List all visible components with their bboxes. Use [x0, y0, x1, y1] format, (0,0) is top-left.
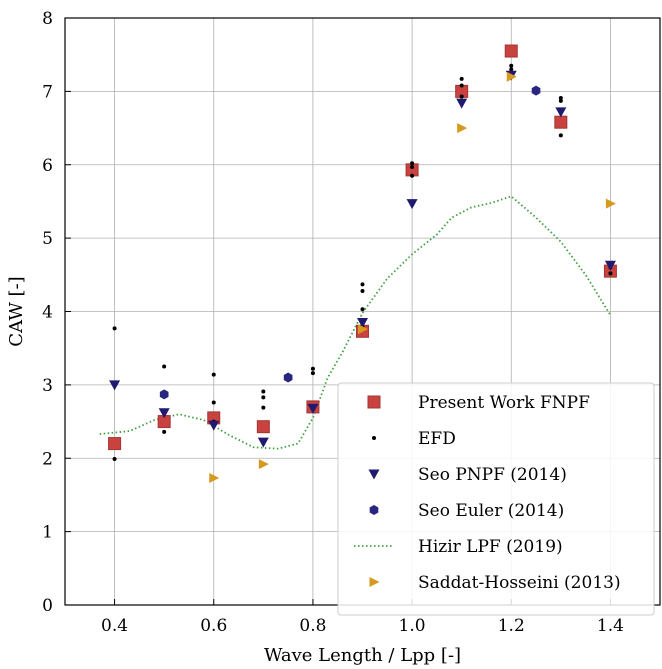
- series-2-point: [555, 107, 567, 118]
- legend: Present Work FNPF EFD Seo PNPF (2014) Seo E…: [337, 382, 655, 616]
- series-3-point: [283, 372, 293, 383]
- series-0-point: [108, 437, 122, 451]
- series-5-point: [605, 198, 616, 209]
- series-1-point: [211, 400, 216, 405]
- series-0-point: [504, 44, 518, 58]
- series-1-point: [261, 405, 266, 410]
- series-2-point: [604, 260, 616, 271]
- y-axis-label: CAW [-]: [6, 276, 27, 346]
- series-2-point: [406, 199, 418, 210]
- series-1-point: [558, 133, 563, 138]
- series-1-point: [360, 288, 365, 293]
- grid: [65, 18, 660, 605]
- series-1-point: [608, 271, 613, 276]
- legend-label-2: Seo PNPF (2014): [418, 465, 567, 485]
- legend-marker-5: [369, 577, 380, 587]
- series-2-point: [109, 380, 121, 391]
- x-axis-label: Wave Length / Lpp [-]: [264, 645, 461, 666]
- series-2-point: [456, 98, 468, 109]
- y-tick-label: 7: [42, 82, 53, 102]
- hizir-series-line: [99, 195, 612, 450]
- series-1-point: [410, 164, 415, 169]
- y-tick-label: 0: [42, 596, 53, 616]
- series-1-point: [261, 395, 266, 400]
- series-2-point: [357, 318, 368, 329]
- series-1-point: [360, 282, 365, 287]
- series-markers: [108, 44, 617, 484]
- series-1-point: [360, 307, 365, 312]
- series-0-point: [554, 115, 568, 129]
- y-tick-label: 2: [42, 449, 53, 469]
- x-tick-label: 0.8: [299, 616, 326, 636]
- series-5-point: [358, 324, 368, 335]
- series-1-point: [558, 98, 563, 103]
- series-2-point: [158, 408, 170, 419]
- series-1-point: [310, 366, 315, 371]
- y-tick-label: 4: [42, 303, 53, 323]
- y-tick-label: 6: [42, 156, 53, 176]
- series-line-4: [99, 195, 612, 450]
- series-1-point: [162, 429, 167, 434]
- series-5-point: [209, 473, 220, 484]
- legend-label-1: EFD: [418, 429, 456, 449]
- series-1-point: [509, 63, 514, 68]
- series-5-point: [457, 123, 468, 134]
- series-1-point: [459, 83, 464, 88]
- legend-box: [337, 382, 655, 616]
- series-1-point: [112, 456, 117, 461]
- y-tick-label: 3: [42, 376, 53, 396]
- series-2-point: [257, 437, 269, 448]
- legend-marker-3: [369, 505, 379, 515]
- x-tick-label: 0.4: [101, 616, 128, 636]
- series-5-point: [506, 71, 517, 82]
- series-1-point: [459, 76, 464, 81]
- series-2-point: [307, 403, 319, 414]
- x-tick-label: 1.2: [498, 616, 525, 636]
- series-1-point: [558, 95, 563, 100]
- legend-marker-1: [372, 436, 376, 440]
- y-tick-label: 5: [42, 229, 53, 249]
- legend-label-3: Seo Euler (2014): [418, 501, 564, 521]
- legend-marker-2: [368, 469, 380, 480]
- series-1-point: [261, 389, 266, 394]
- series-3-point: [531, 85, 541, 96]
- y-tick-label: 1: [42, 523, 53, 543]
- series-1-point: [459, 94, 464, 99]
- x-tick-label: 1.4: [597, 616, 624, 636]
- series-2-point: [208, 420, 220, 431]
- series-3-point: [159, 389, 169, 400]
- series-1-point: [112, 326, 117, 331]
- series-1-point: [211, 372, 216, 377]
- series-0-point: [256, 420, 270, 434]
- series-1-point: [410, 173, 415, 178]
- legend-label-0: Present Work FNPF: [418, 393, 590, 413]
- x-tick-label: 1.0: [399, 616, 426, 636]
- series-5-point: [258, 459, 269, 470]
- legend-marker-0: [367, 395, 381, 409]
- series-1-point: [162, 364, 167, 369]
- axis-tick-labels: 0.4 0.6 0.8 1.0 1.2 1.4 0 1 2 3 4 5 6 7 8: [42, 9, 624, 636]
- y-tick-label: 8: [42, 9, 53, 29]
- series-1-point: [509, 67, 514, 72]
- series-1-point: [310, 371, 315, 376]
- series-1-point: [410, 161, 415, 166]
- legend-label-5: Saddat-Hosseini (2013): [418, 573, 621, 593]
- legend-label-4: Hizir LPF (2019): [418, 537, 563, 557]
- x-tick-label: 0.6: [200, 616, 227, 636]
